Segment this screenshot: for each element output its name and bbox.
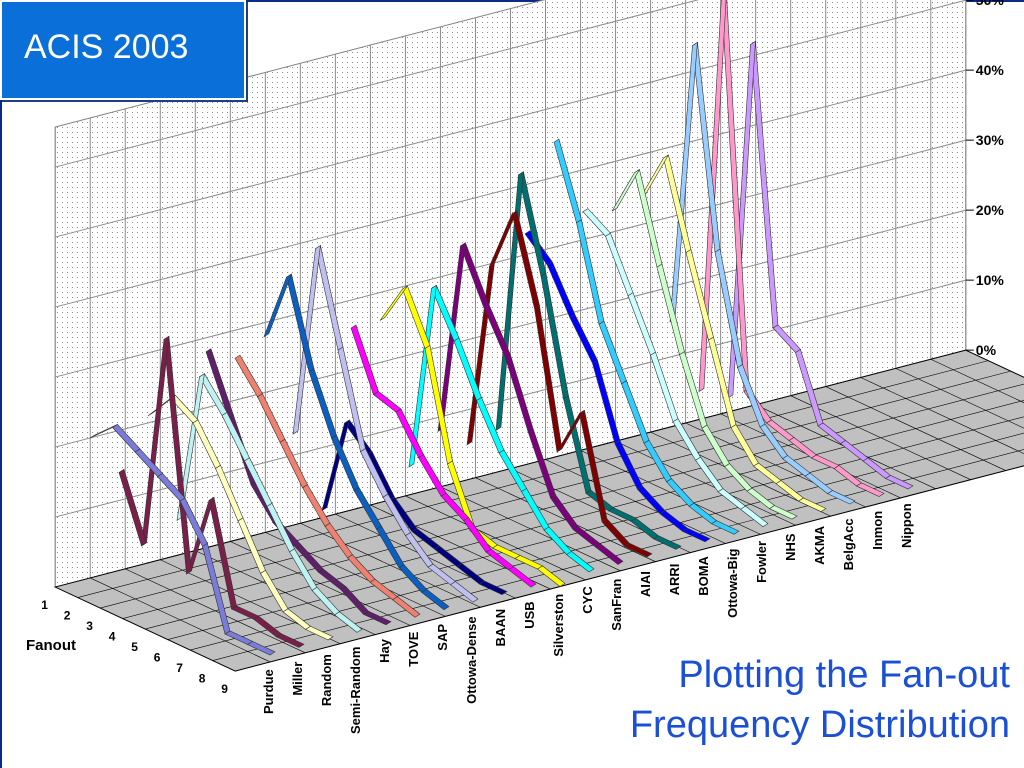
x-tick-label: 1 — [41, 598, 48, 612]
series-ribbon-usb — [350, 324, 537, 588]
series-label-semi-random: Semi-Random — [348, 647, 363, 734]
ribbon-segment — [408, 284, 437, 468]
chart-ribbons — [89, 0, 914, 656]
slide-title-line-2: Frequency Distribution — [629, 704, 1010, 746]
ribbon-segment — [495, 171, 524, 431]
x-tick-label: 7 — [176, 661, 183, 675]
x-axis-ticks: 1 2 3 4 5 6 7 8 9 — [41, 598, 228, 696]
ribbon-segment — [89, 424, 118, 439]
wall-grid-horizontal — [55, 69, 966, 308]
series-label-boma: BOMA — [696, 555, 711, 595]
x-tick-label: 8 — [199, 672, 206, 686]
x-tick-label: 5 — [131, 640, 138, 654]
ribbon-segment — [611, 169, 640, 212]
floor-grid-line — [77, 360, 989, 598]
series-label-inmon: Inmon — [870, 511, 885, 550]
y-axis-ticks: 0%10%20%30%40%50%60% — [965, 0, 1005, 358]
floor-grid-line — [122, 383, 1024, 619]
series-ribbon-belgacc — [669, 41, 856, 505]
series-ribbon-tove — [234, 354, 421, 618]
series-label-usb: USB — [522, 601, 537, 628]
badge-label: ACIS 2003 — [24, 28, 189, 66]
ribbon-segment — [350, 324, 379, 396]
ribbon-segment — [234, 354, 263, 398]
series-labels: Purdue Miller Random Semi-Random Hay TOVE SAP O… — [261, 503, 914, 734]
y-tick-label: 40% — [976, 62, 1005, 78]
ribbon-segment — [263, 273, 293, 338]
ribbon-segment — [118, 468, 147, 547]
series-ribbon-sanfran — [437, 242, 624, 565]
y-tick-label: 30% — [976, 132, 1005, 148]
slide-title: Plotting the Fan-out Frequency Distribut… — [630, 650, 1010, 750]
series-ribbon-random — [147, 394, 334, 641]
ribbon-segment — [176, 373, 205, 521]
series-label-baan: BAAN — [493, 609, 508, 647]
ribbon-segment — [553, 138, 582, 224]
x-tick-label: 4 — [109, 630, 116, 644]
x-tick-label: 2 — [64, 609, 71, 623]
series-ribbon-fowler — [582, 208, 769, 528]
x-tick-label: 9 — [221, 682, 228, 696]
slide-title-line-1: Plotting the Fan-out — [678, 654, 1010, 696]
x-tick-label: 3 — [86, 619, 93, 633]
series-label-cyc: CYC — [580, 586, 595, 614]
wall-grid-horizontal — [55, 139, 966, 378]
series-label-sap: SAP — [435, 624, 450, 651]
series-label-akma: AKMA — [812, 525, 827, 565]
ribbon-segment — [147, 395, 176, 417]
series-ribbon-nhs — [611, 169, 798, 520]
y-tick-label: 10% — [976, 272, 1005, 288]
series-label-tove: TOVE — [406, 631, 421, 666]
series-label-nippon: Nippon — [899, 503, 914, 548]
ribbon-segment — [727, 40, 756, 399]
series-label-ottowa-big: Ottowa-Big — [725, 548, 740, 617]
y-tick-label: 20% — [976, 202, 1005, 218]
series-ribbon-sap — [263, 273, 450, 611]
y-tick-label: 0% — [976, 342, 997, 358]
series-label-fowler: Fowler — [754, 541, 769, 583]
ribbon-segment — [582, 208, 611, 237]
series-ribbon-silverston — [379, 285, 566, 587]
series-label-aiai: AIAI — [638, 571, 653, 597]
series-ribbon-arri — [495, 171, 682, 550]
series-label-arri: ARRI — [667, 564, 682, 596]
series-ribbon-akma — [640, 154, 827, 512]
wall-grid-horizontal — [55, 0, 700, 168]
floor-grid-line — [235, 465, 1024, 672]
conference-badge: ACIS 2003 — [0, 0, 246, 100]
series-ribbon-nippon — [727, 40, 914, 490]
series-label-miller: Miller — [290, 662, 305, 696]
series-ribbon-aiai — [466, 209, 653, 558]
series-label-sanfran: SanFran — [609, 579, 624, 631]
series-label-nhs: NHS — [783, 533, 798, 561]
left-border-rule — [0, 100, 2, 768]
series-label-purdue: Purdue — [261, 669, 276, 714]
series-label-random: Random — [319, 654, 334, 706]
series-label-belgacc: BelgAcc — [841, 518, 856, 570]
series-label-hay: Hay — [377, 638, 392, 663]
series-ribbon-boma — [524, 230, 711, 543]
floor-grid-line — [100, 370, 1011, 609]
series-ribbon-semi-random — [176, 373, 363, 633]
wall-grid-horizontal — [55, 279, 966, 518]
y-tick-label: 50% — [976, 0, 1005, 8]
ribbon-segment — [205, 348, 234, 419]
series-label-silverston: Silverston — [551, 594, 566, 657]
wall-grid-horizontal — [55, 0, 966, 238]
ribbon-segment — [379, 285, 408, 321]
wall-grid-horizontal — [55, 209, 966, 448]
x-axis-title: Fanout — [26, 637, 76, 654]
x-tick-label: 6 — [154, 651, 161, 665]
series-ribbon-miller — [118, 335, 305, 648]
series-ribbon-purdue — [89, 423, 276, 656]
series-label-ottowa-dense: Ottowa-Dense — [464, 616, 479, 703]
series-ribbon-cyc — [408, 284, 595, 573]
floor-grid-line — [167, 416, 1024, 640]
series-ribbon-ottowa-big — [553, 138, 740, 535]
ribbon-segment — [321, 419, 350, 512]
